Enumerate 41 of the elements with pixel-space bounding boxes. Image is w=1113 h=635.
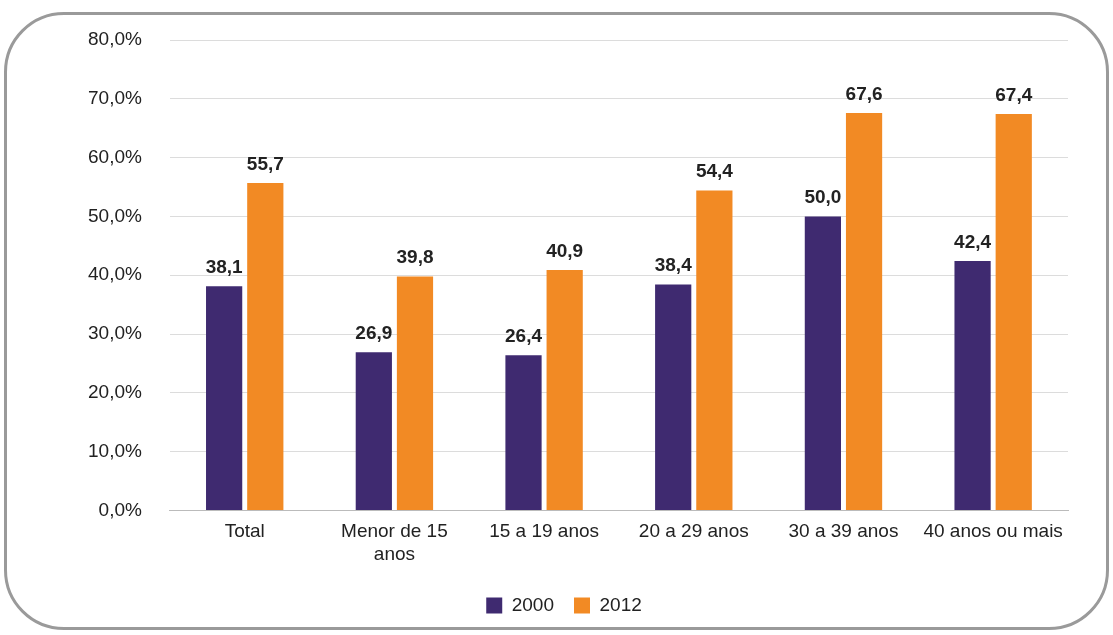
x-tick-label: 40 anos ou mais	[923, 520, 1063, 542]
data-label: 38,1	[205, 256, 244, 278]
y-tick-label: 40,0%	[88, 263, 142, 285]
bar	[355, 352, 392, 510]
data-label: 55,7	[246, 152, 284, 174]
y-tick-label: 60,0%	[88, 145, 142, 167]
bar	[995, 114, 1032, 510]
data-label: 67,6	[845, 82, 883, 104]
bar	[247, 182, 284, 510]
data-label: 26,4	[505, 324, 543, 346]
data-label: 39,8	[396, 246, 434, 268]
x-tick-label: Menor de 15 anos	[341, 520, 448, 564]
bar	[845, 112, 883, 510]
data-label: 26,9	[355, 321, 393, 343]
data-label: 38,4	[654, 254, 693, 276]
data-label: 54,4	[695, 160, 734, 182]
x-tick-label: 15 a 19 anos	[489, 520, 600, 542]
bar	[505, 355, 542, 510]
y-tick-label: 0,0%	[98, 498, 142, 520]
data-label: 42,4	[954, 230, 992, 252]
bar	[804, 216, 841, 510]
y-tick-label: 50,0%	[88, 204, 142, 226]
y-tick-label: 30,0%	[88, 322, 142, 344]
data-label: 67,4	[995, 83, 1033, 105]
data-label: 50,0	[804, 186, 842, 208]
bar	[206, 286, 243, 510]
bar	[696, 190, 733, 510]
legend-label: 2012	[599, 593, 642, 615]
bar	[396, 276, 434, 510]
y-tick-label: 20,0%	[88, 381, 142, 403]
y-tick-label: 80,0%	[88, 28, 142, 50]
y-tick-label: 70,0%	[88, 87, 142, 109]
legend-label: 2000	[511, 593, 555, 615]
x-tick-label: 30 a 39 anos	[788, 520, 899, 542]
x-tick-label: Total	[224, 520, 265, 542]
bar	[546, 269, 583, 510]
bar	[954, 261, 991, 510]
y-tick-label: 10,0%	[88, 439, 142, 461]
bar	[655, 284, 692, 510]
data-label: 40,9	[546, 239, 584, 261]
x-tick-label: 20 a 29 anos	[638, 520, 749, 542]
